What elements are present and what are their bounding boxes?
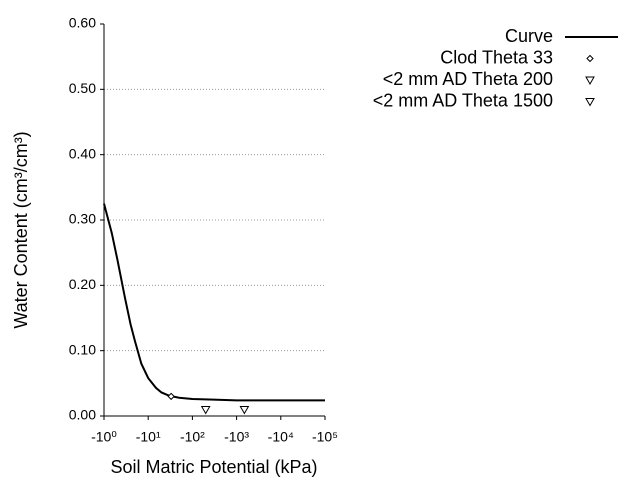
- x-tick-label: -10⁵: [312, 429, 338, 445]
- x-tick-label: -10⁴: [268, 429, 294, 445]
- y-tick-label: 0.60: [69, 15, 96, 31]
- curve-line: [103, 203, 325, 402]
- y-tick-label: 0.40: [69, 145, 96, 161]
- x-tick-label: -10²: [180, 429, 205, 445]
- y-tick-label: 0.50: [69, 80, 96, 96]
- legend-label: Curve: [505, 26, 553, 46]
- data-point: [200, 405, 211, 415]
- legend-marker: [586, 54, 594, 63]
- x-tick-label: -10⁰: [91, 429, 117, 445]
- legend-label: Clod Theta 33: [440, 47, 553, 67]
- x-tick-label: -10³: [224, 429, 249, 445]
- data-point: [239, 405, 250, 415]
- y-tick-label: 0.10: [69, 341, 96, 357]
- legend-marker: [585, 76, 595, 86]
- y-tick-label: 0.00: [69, 407, 96, 423]
- y-tick-label: 0.20: [69, 276, 96, 292]
- y-tick-label: 0.30: [69, 211, 96, 227]
- data-point: [167, 392, 175, 401]
- legend-marker: [585, 98, 595, 107]
- x-tick-label: -10¹: [136, 429, 161, 445]
- legend-label: <2 mm AD Theta 200: [383, 69, 553, 89]
- y-axis-title: Water Content (cm³/cm³): [11, 131, 31, 328]
- x-axis-title: Soil Matric Potential (kPa): [110, 457, 317, 477]
- legend-label: <2 mm AD Theta 1500: [373, 90, 553, 110]
